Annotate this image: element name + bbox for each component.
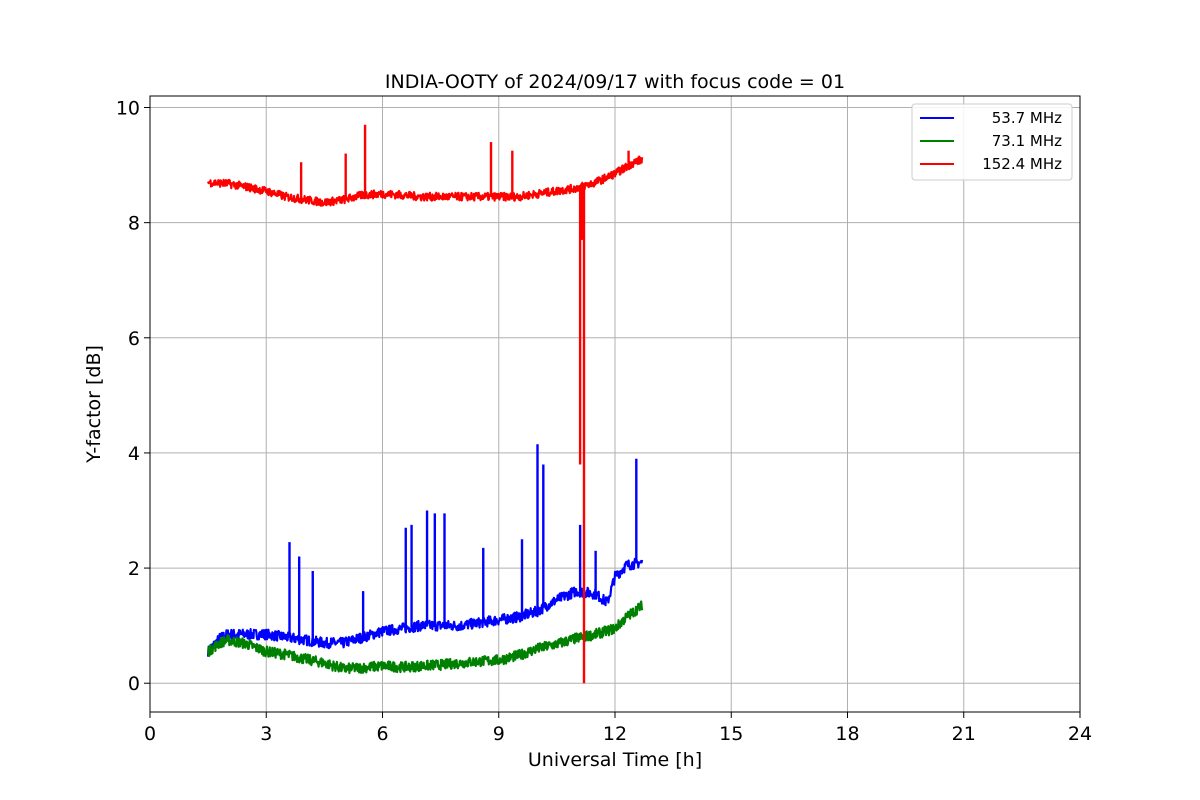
x-axis-label: Universal Time [h] — [528, 749, 702, 771]
x-tick-label: 6 — [376, 723, 388, 745]
series-2 — [207, 600, 644, 675]
x-tick-label: 3 — [260, 723, 272, 745]
legend-label: 152.4 MHz — [982, 155, 1062, 173]
series-line — [207, 600, 644, 675]
y-tick-label: 2 — [128, 558, 140, 580]
series-line — [207, 557, 644, 657]
series-1 — [207, 444, 644, 657]
chart-title: INDIA-OOTY of 2024/09/17 with focus code… — [385, 71, 845, 93]
y-tick-label: 6 — [128, 328, 140, 350]
x-tick-label: 9 — [493, 723, 505, 745]
x-tick-label: 15 — [719, 723, 743, 745]
x-tick-label: 24 — [1068, 723, 1092, 745]
legend-box — [911, 103, 1073, 181]
y-tick-label: 0 — [128, 673, 140, 695]
y-axis-label: Y-factor [dB] — [83, 345, 105, 464]
y-tick-label: 8 — [128, 213, 140, 235]
x-tick-label: 21 — [952, 723, 976, 745]
legend-label: 73.1 MHz — [992, 132, 1062, 150]
x-tick-label: 12 — [603, 723, 627, 745]
legend-label: 53.7 MHz — [992, 109, 1062, 127]
y-tick-label: 10 — [116, 98, 140, 120]
legend: 53.7 MHz 73.1 MHz 152.4 MHz — [911, 103, 1073, 181]
y-tick-label: 4 — [128, 443, 140, 465]
series-line — [207, 155, 644, 207]
x-tick-label: 18 — [835, 723, 859, 745]
series-layer — [207, 124, 644, 684]
series-3 — [207, 124, 644, 684]
x-tick-label: 0 — [144, 723, 156, 745]
